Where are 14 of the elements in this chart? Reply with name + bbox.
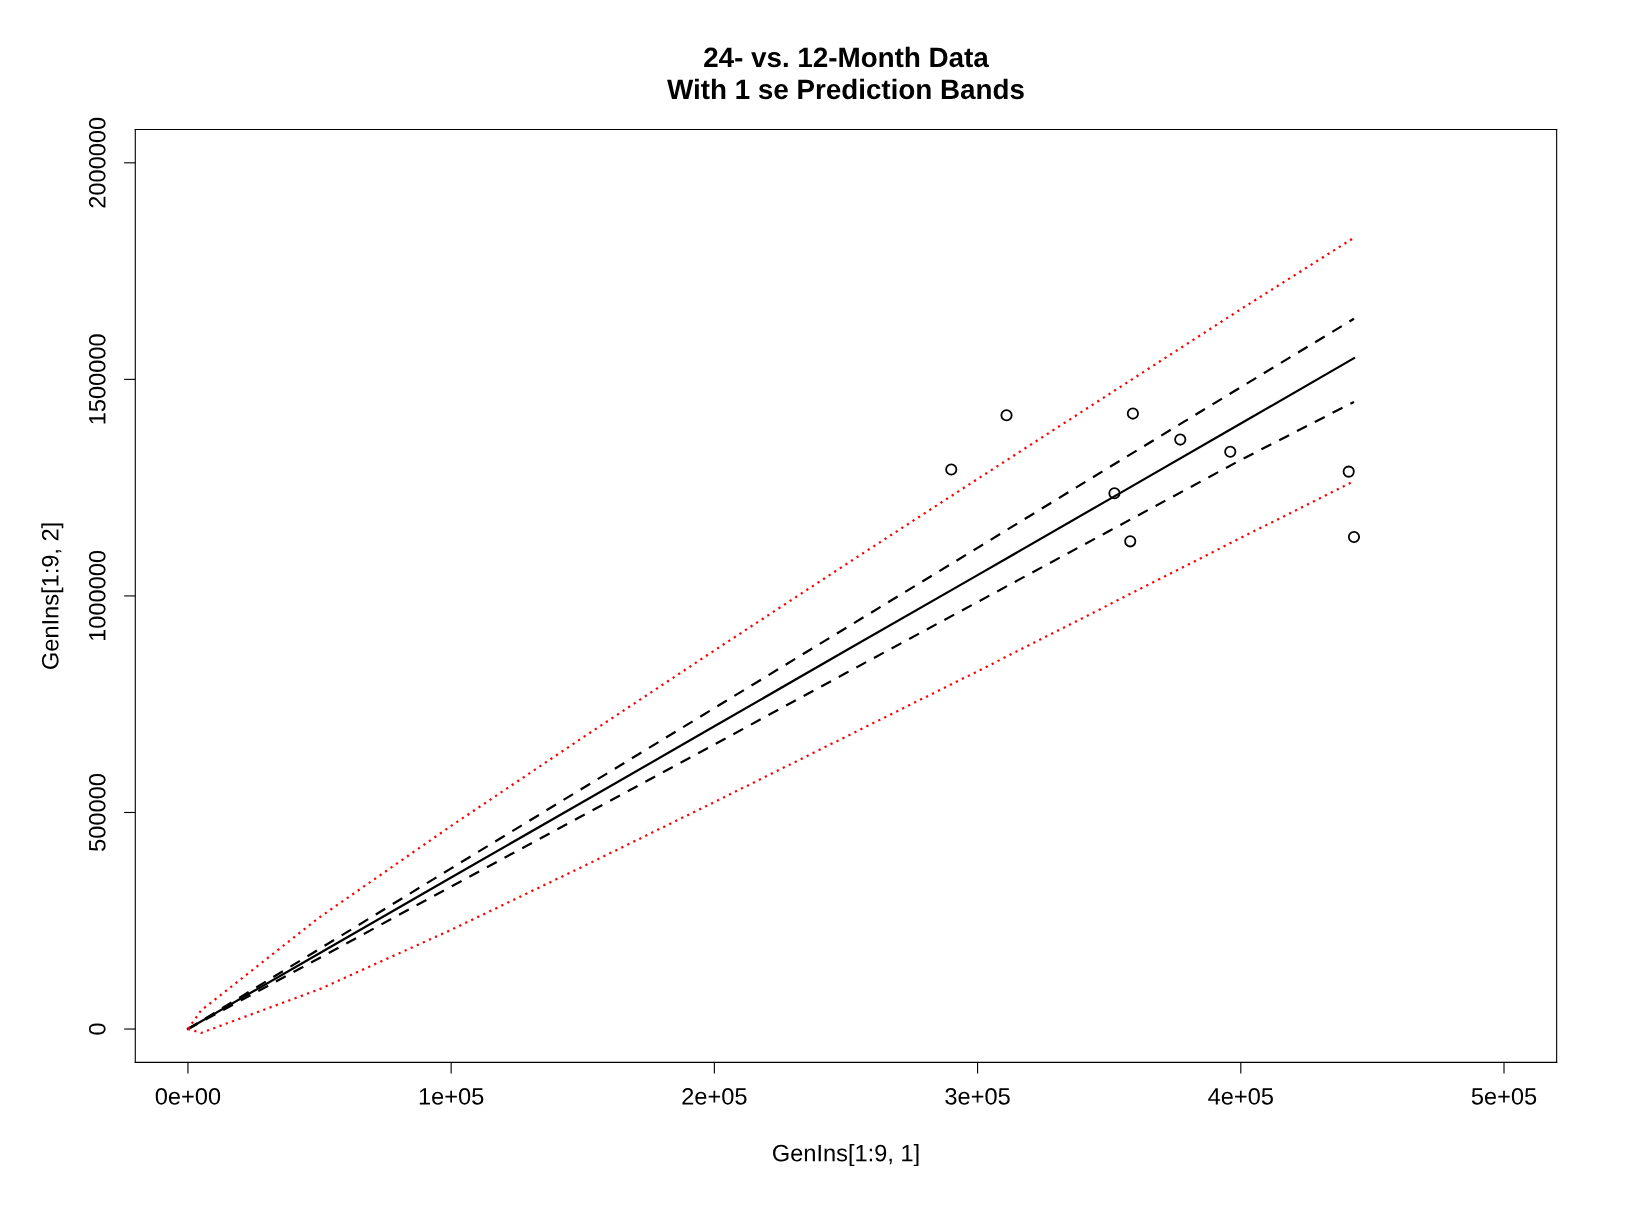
y-tick-label: 1000000 [88,550,106,641]
x-tick-label: 2e+05 [682,1088,747,1105]
y-tick-label: 500000 [88,774,106,851]
y-tick-label: 0 [88,1023,106,1035]
y-tick-label: 1500000 [88,334,106,424]
x-tick-label: 1e+05 [419,1088,484,1105]
y-tick-label: 2000000 [88,117,106,208]
chart-title: 24- vs. 12-Month Data With 1 se Prediction Bands [667,46,1024,100]
x-tick-label: 5e+05 [1471,1088,1537,1105]
y-axis-title: GenIns[1:9, 2] [41,523,64,669]
x-tick-label: 0e+00 [155,1088,221,1105]
x-axis-title: GenIns[1:9, 1] [773,1144,919,1167]
x-tick-label: 3e+05 [945,1088,1010,1105]
x-tick-label: 4e+05 [1208,1088,1273,1105]
